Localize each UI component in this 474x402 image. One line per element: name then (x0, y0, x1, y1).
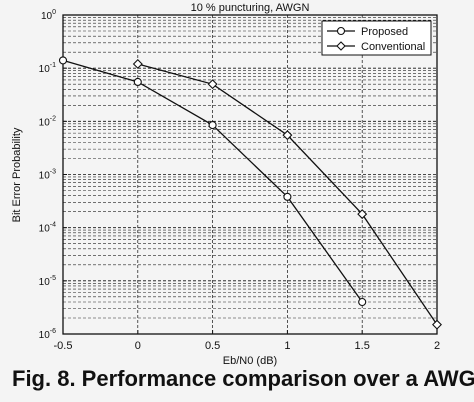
chart-title: 10 % puncturing, AWGN (191, 2, 310, 14)
data-point-conventional (282, 130, 293, 141)
legend-label-proposed: Proposed (361, 26, 408, 38)
series-group (58, 56, 442, 330)
y-tick-label: 10-4 (39, 222, 56, 235)
x-tick-label: 1 (284, 340, 290, 352)
x-tick-label: 1.5 (355, 340, 370, 352)
legend-marker-circle-icon (336, 26, 346, 36)
x-axis-label: Eb/N0 (dB) (223, 355, 277, 367)
data-point-conventional (132, 58, 143, 69)
y-tick-label: 100 (41, 9, 56, 22)
x-tick-label: 0.5 (205, 340, 220, 352)
x-tick-label: 2 (434, 340, 440, 352)
y-axis: 100 10-1 10-2 10-3 10-4 10-5 10-6 (39, 9, 67, 341)
x-tick-label: -0.5 (54, 340, 73, 352)
legend: Proposed Conventional (321, 20, 432, 56)
data-point-proposed (133, 77, 142, 87)
data-point-conventional (432, 319, 442, 330)
legend-marker-diamond-icon (336, 41, 346, 51)
data-point-proposed (58, 56, 68, 65)
y-tick-label: 10-2 (39, 115, 56, 128)
y-tick-label: 10-6 (39, 328, 56, 341)
y-tick-label: 10-3 (39, 169, 56, 182)
y-tick-label: 10-1 (39, 62, 56, 75)
data-point-conventional (357, 209, 368, 220)
legend-label-conventional: Conventional (361, 41, 425, 53)
figure-caption: Fig. 8. Performance comparison over a AW… (12, 366, 474, 391)
data-point-conventional (207, 79, 218, 90)
data-point-proposed (283, 192, 292, 201)
y-axis-label: Bit Error Probability (11, 127, 23, 222)
y-tick-label: 10-5 (39, 275, 56, 288)
x-tick-label: 0 (135, 340, 141, 352)
x-axis: -0.5 0 0.5 1 1.5 2 (54, 330, 440, 352)
data-point-proposed (358, 297, 367, 307)
grid (63, 15, 437, 334)
data-point-proposed (208, 121, 217, 130)
